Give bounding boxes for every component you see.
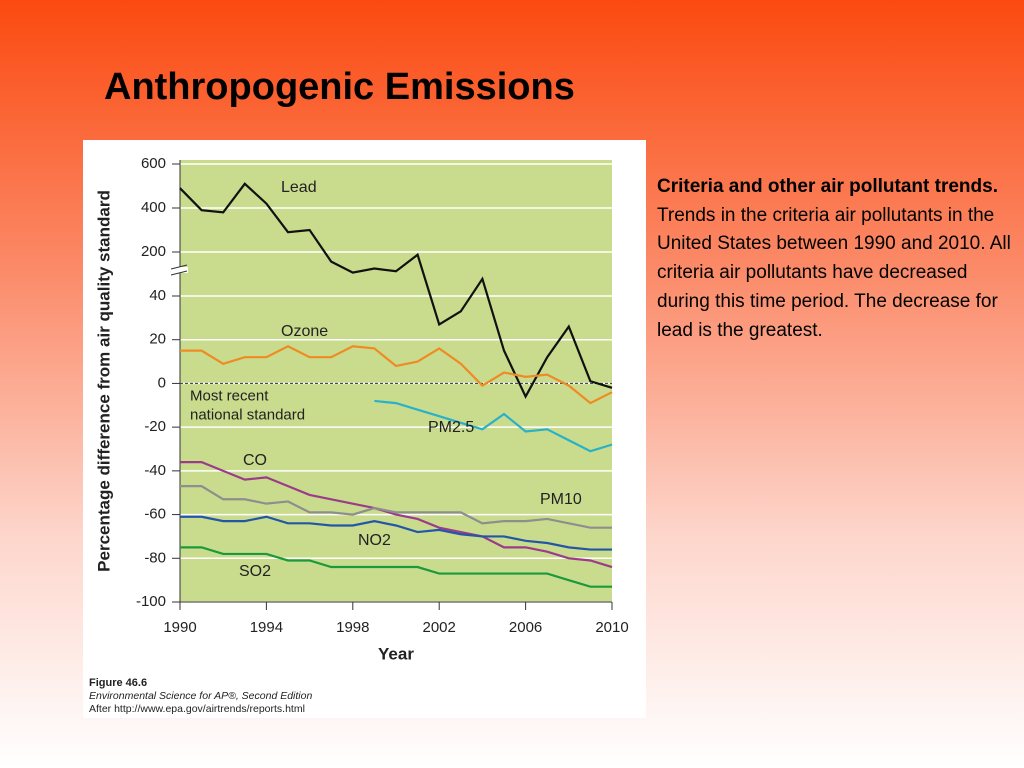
- axis-break: [172, 267, 188, 273]
- series-label: Ozone: [281, 323, 328, 340]
- y-tick-label: 20: [149, 331, 166, 348]
- y-tick-label: -60: [144, 506, 166, 523]
- figure-credit: Figure 46.6: [89, 677, 147, 689]
- series-line: [180, 546, 612, 588]
- series-line: [374, 399, 613, 453]
- series-label: PM10: [540, 491, 582, 508]
- series-label: PM2.5: [428, 419, 474, 436]
- plot-area: [180, 160, 612, 602]
- x-tick-label: 1990: [163, 619, 196, 636]
- y-tick-label: 600: [141, 155, 166, 172]
- x-tick-label: 2002: [423, 619, 456, 636]
- y-tick-label: 40: [149, 287, 166, 304]
- y-tick-label: -20: [144, 418, 166, 435]
- figure: -100 -80 -60 -40 -20 0 20 40 200 400 600 1990 1994 19…: [83, 140, 646, 718]
- caption-normal: Trends in the criteria air pollutants in…: [657, 204, 1011, 341]
- series-label: NO2: [358, 532, 391, 549]
- x-tick-label: 1994: [250, 619, 283, 636]
- slide-title: Anthropogenic Emissions: [104, 66, 575, 108]
- figure-credit: Environmental Science for AP®, Second Ed…: [89, 690, 312, 702]
- series-label: SO2: [239, 563, 271, 580]
- y-tick-label: 200: [141, 243, 166, 260]
- y-tick-label: -80: [144, 549, 166, 566]
- annotation: Most recent: [190, 387, 269, 404]
- x-tick-label: 1998: [336, 619, 369, 636]
- x-axis-label: Year: [378, 644, 414, 663]
- annotation: national standard: [190, 406, 305, 423]
- caption-text: Criteria and other air pollutant trends.…: [657, 173, 1022, 345]
- series-label: CO: [243, 452, 267, 469]
- axis-break-mark: [170, 264, 188, 270]
- y-tick-label: 400: [141, 199, 166, 216]
- y-tick-label: -100: [136, 593, 166, 610]
- series-line: [180, 461, 613, 569]
- y-tick-label: 0: [158, 374, 166, 391]
- series-label: Lead: [281, 179, 317, 196]
- series-line: [179, 182, 613, 399]
- figure-credit: After http://www.epa.gov/airtrends/repor…: [89, 703, 305, 715]
- chart: -100 -80 -60 -40 -20 0 20 40 200 400 600 1990 1994 19…: [89, 155, 629, 715]
- y-tick-label: -40: [144, 462, 166, 479]
- series-line: [180, 345, 613, 405]
- y-axis-label: Percentage difference from air quality s…: [94, 190, 113, 572]
- caption-bold: Criteria and other air pollutant trends.: [657, 176, 998, 197]
- series-line: [180, 485, 612, 529]
- x-tick-label: 2006: [509, 619, 542, 636]
- axis-break-mark: [170, 270, 188, 276]
- series-line: [180, 515, 612, 551]
- x-tick-label: 2010: [595, 619, 628, 636]
